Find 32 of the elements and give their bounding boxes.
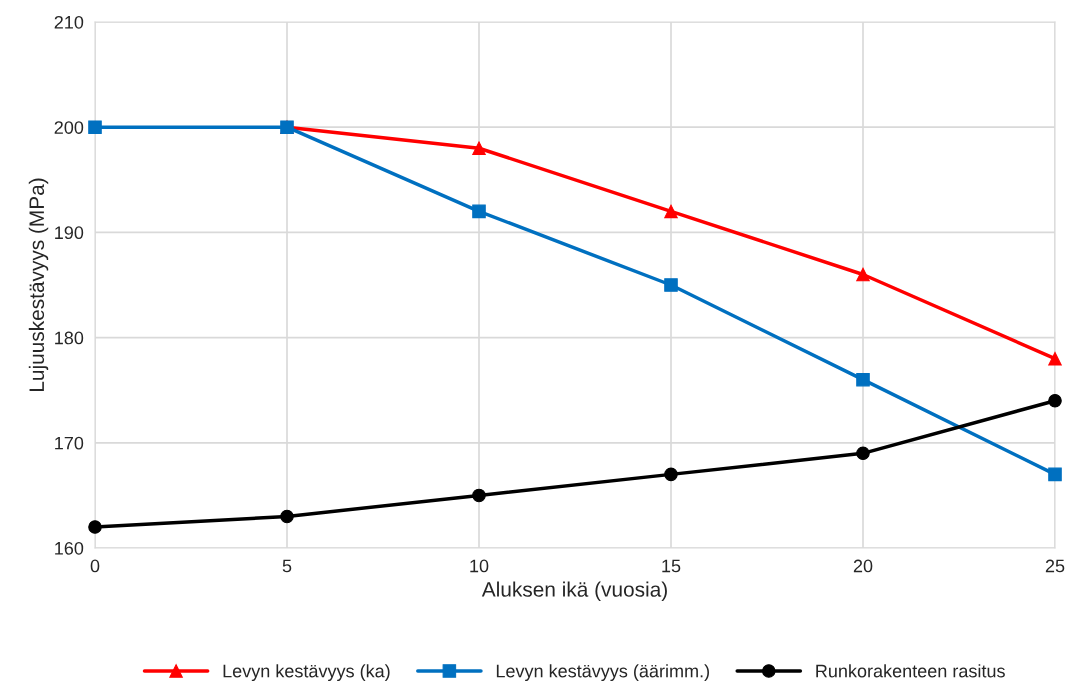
x-axis-title: Aluksen ikä (vuosia) <box>481 581 667 601</box>
point <box>664 204 678 219</box>
x-tick-label: 0 <box>90 559 100 573</box>
point <box>856 446 870 461</box>
point <box>856 267 870 282</box>
legend-label: Levyn kestävyys (ka) <box>223 664 390 682</box>
point <box>1048 393 1062 408</box>
y-tick-label: 210 <box>54 15 84 29</box>
y-tick-label: 160 <box>55 541 84 555</box>
point <box>472 204 486 219</box>
point <box>664 278 678 292</box>
point <box>664 467 678 482</box>
point <box>1048 467 1062 482</box>
point <box>472 141 486 156</box>
x-tick-label: 25 <box>1045 559 1065 573</box>
y-tick-label: 200 <box>54 121 84 134</box>
point <box>88 120 102 134</box>
x-tick-label: 15 <box>662 559 681 573</box>
point <box>1048 351 1062 366</box>
y-tick-label: 190 <box>55 226 84 240</box>
point <box>472 488 486 503</box>
legend-label: Levyn kestävyys (äärimm.) <box>496 664 709 682</box>
y-axis-title: Lujuuskestävyys (MPa) <box>28 178 49 391</box>
x-tick-label: 10 <box>470 559 489 573</box>
point <box>88 520 102 534</box>
point <box>856 372 870 387</box>
point <box>280 509 294 524</box>
y-tick-label: 180 <box>55 331 84 345</box>
x-tick-label: 20 <box>853 559 873 573</box>
x-tick-label: 5 <box>282 559 292 573</box>
legend-label: Runkorakenteen rasitus <box>816 664 1005 678</box>
y-tick-label: 170 <box>55 436 84 450</box>
